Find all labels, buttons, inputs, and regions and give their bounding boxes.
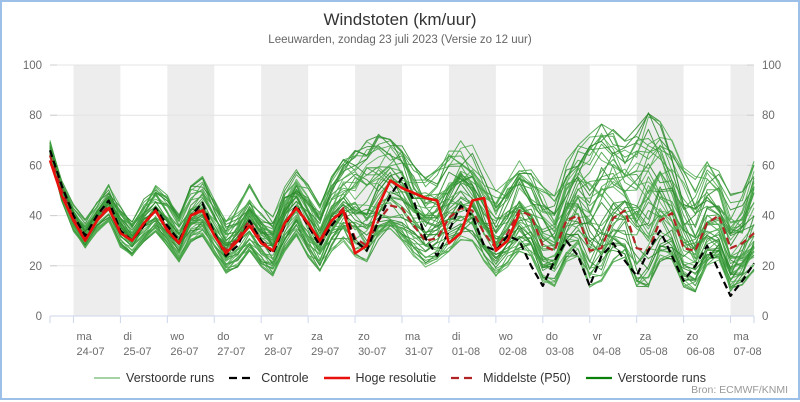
high-resolution-line xyxy=(48,159,521,255)
ensemble-member-line xyxy=(49,144,755,257)
x-axis-date-label: 01-08 xyxy=(452,346,480,358)
legend-swatch-line xyxy=(323,376,350,380)
y-axis-label-left: 100 xyxy=(23,60,42,72)
chart-title: Windstoten (km/uur) xyxy=(323,10,477,29)
y-axis-label-right: 0 xyxy=(762,311,768,323)
legend-item-middelste-p50[interactable]: Middelste (P50) xyxy=(451,371,571,385)
legend-item-hoge-resolutie[interactable]: Hoge resolutie xyxy=(323,371,437,385)
legend-item-controle[interactable]: Controle xyxy=(229,371,309,385)
x-axis-day-label: zo xyxy=(358,331,370,343)
y-axis-label-left: 60 xyxy=(29,160,42,172)
ensemble-member-line xyxy=(49,135,755,235)
x-axis-day-label: do xyxy=(546,331,558,343)
day-band xyxy=(73,65,121,316)
y-axis-label-right: 60 xyxy=(762,160,775,172)
ensemble-member-line xyxy=(49,155,755,271)
ensemble-member-line xyxy=(49,145,755,282)
x-axis-date-label: 04-08 xyxy=(593,346,621,358)
ensemble-member-line xyxy=(49,153,755,271)
x-axis-date-label: 31-07 xyxy=(405,346,433,358)
y-axis-label-left: 20 xyxy=(29,261,42,273)
legend-item-verstoorde-runs-dark[interactable]: Verstoorde runs xyxy=(585,371,706,385)
x-axis-day-label: zo xyxy=(687,331,699,343)
x-axis-date-label: 29-07 xyxy=(311,346,339,358)
x-axis-date-label: 06-08 xyxy=(687,346,715,358)
legend-label: Controle xyxy=(261,371,309,385)
legend-label: Verstoorde runs xyxy=(126,371,215,385)
legend-label: Hoge resolutie xyxy=(355,371,437,385)
legend-label: Middelste (P50) xyxy=(483,371,571,385)
legend-item-verstoorde-runs[interactable]: Verstoorde runs xyxy=(94,371,214,385)
x-axis-date-label: 05-08 xyxy=(640,346,668,358)
ensemble-member-line xyxy=(49,152,755,287)
x-axis-date-label: 30-07 xyxy=(358,346,386,358)
y-axis-label-left: 0 xyxy=(36,311,42,323)
y-axis-label-right: 20 xyxy=(762,261,775,273)
ensemble-member-line xyxy=(49,152,755,288)
y-axis-label-left: 40 xyxy=(29,211,42,223)
x-axis-date-label: 27-07 xyxy=(217,346,245,358)
ensemble-member-line xyxy=(49,112,755,247)
ensemble-member-line xyxy=(49,154,755,270)
x-axis-date-label: 24-07 xyxy=(76,346,104,358)
source-credit: Bron: ECMWF/KNMI xyxy=(691,384,788,396)
x-axis-day-label: za xyxy=(311,331,324,343)
legend-label: Verstoorde runs xyxy=(617,371,706,385)
x-axis-day-label: wo xyxy=(169,331,184,343)
chart-subtitle: Leeuwarden, zondag 23 juli 2023 (Versie … xyxy=(268,34,532,46)
x-axis-date-label: 25-07 xyxy=(123,346,151,358)
ensemble-member-line xyxy=(49,144,755,257)
y-axis-label-right: 100 xyxy=(762,60,781,72)
legend-swatch-line xyxy=(229,376,256,380)
legend-swatch-line xyxy=(451,376,478,380)
y-axis-label-right: 80 xyxy=(762,110,775,122)
legend-swatch-line xyxy=(585,376,612,380)
x-axis-date-label: 28-07 xyxy=(264,346,292,358)
x-axis-day-label: vr xyxy=(593,331,603,343)
y-axis-label-right: 40 xyxy=(762,211,775,223)
control-line xyxy=(48,149,755,297)
x-axis-day-label: ma xyxy=(76,331,92,343)
x-axis-day-label: ma xyxy=(405,331,421,343)
x-axis-day-label: za xyxy=(640,331,653,343)
x-axis-day-label: di xyxy=(123,331,132,343)
x-axis-date-label: 02-08 xyxy=(499,346,527,358)
x-axis-date-label: 26-07 xyxy=(170,346,198,358)
x-axis-date-label: 07-08 xyxy=(734,346,762,358)
x-axis-day-label: ma xyxy=(734,331,750,343)
x-axis-day-label: vr xyxy=(264,331,274,343)
x-axis-day-label: do xyxy=(217,331,229,343)
ensemble-member-line xyxy=(49,154,755,289)
legend-swatch-line xyxy=(94,377,121,379)
y-axis-label-left: 80 xyxy=(29,110,42,122)
x-axis-day-label: di xyxy=(452,331,461,343)
x-axis-date-label: 03-08 xyxy=(546,346,574,358)
ensemble-member-line xyxy=(49,149,755,270)
ensemble-member-line xyxy=(49,113,755,233)
x-axis-day-label: wo xyxy=(498,331,513,343)
legend: Verstoorde runs Controle Hoge resolutie Mid… xyxy=(2,371,798,385)
